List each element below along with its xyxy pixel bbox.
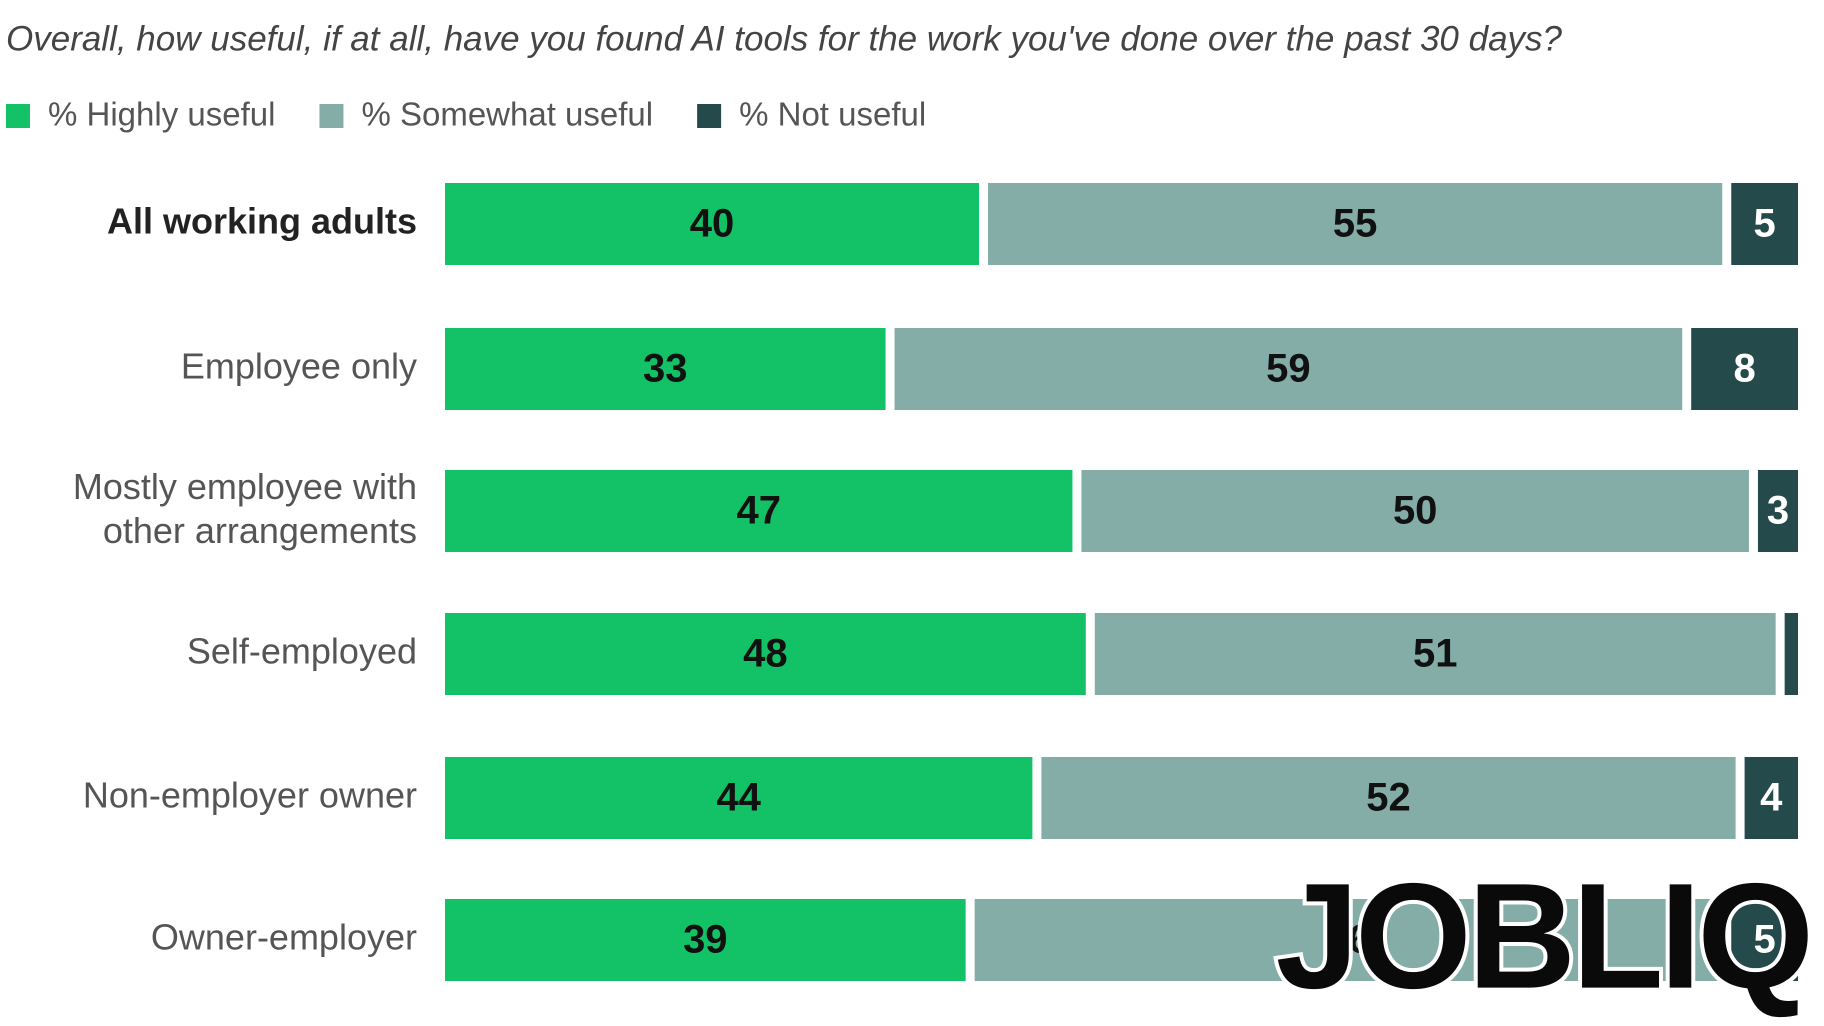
value-label: 33	[643, 347, 688, 391]
category-label: Self-employed	[187, 631, 417, 672]
value-label: 47	[736, 489, 781, 533]
chart-title: Overall, how useful, if at all, have you…	[6, 19, 1563, 58]
value-label: 44	[716, 776, 761, 820]
bar-segment	[1041, 757, 1736, 839]
bar-segment	[1731, 183, 1798, 265]
bar-segment	[445, 899, 966, 981]
category-label: All working adults	[107, 201, 417, 242]
value-label: 8	[1733, 347, 1755, 391]
bar-segment	[1757, 470, 1798, 552]
value-label: 55	[1333, 202, 1378, 246]
value-label: 51	[1413, 632, 1458, 676]
category-label-line: Mostly employee with	[73, 466, 417, 507]
legend-label: % Not useful	[739, 96, 926, 133]
bar-segment	[445, 183, 979, 265]
bar-segment	[1081, 470, 1749, 552]
value-label: 52	[1366, 776, 1411, 820]
value-label: 50	[1393, 489, 1438, 533]
category-label: Employee only	[181, 346, 417, 387]
legend-label: % Somewhat useful	[361, 96, 653, 133]
category-label-line: other arrangements	[103, 510, 417, 551]
bar-segment	[1094, 613, 1776, 695]
legend-swatch	[6, 104, 30, 128]
bar-segment	[974, 899, 1723, 981]
legend-swatch	[319, 104, 344, 128]
bar-segment	[445, 613, 1086, 695]
bar-segment	[1744, 757, 1798, 839]
legend-label: % Highly useful	[48, 96, 275, 133]
value-label: 40	[690, 202, 735, 246]
value-label: 48	[743, 632, 788, 676]
value-label: 5	[1754, 202, 1776, 246]
value-label: 59	[1266, 347, 1311, 391]
bar-segment	[1784, 613, 1798, 695]
bar-segment	[445, 757, 1033, 839]
bar-segment	[894, 328, 1683, 410]
value-label: 5	[1754, 918, 1776, 962]
value-label: 56	[1326, 918, 1371, 962]
category-label: Mostly employee with other arrangements	[73, 466, 417, 551]
bar-segment	[988, 183, 1723, 265]
bar-segment	[1691, 328, 1798, 410]
value-label: 39	[683, 918, 728, 962]
bar-segment	[445, 328, 886, 410]
value-label: 3	[1767, 489, 1789, 533]
bar-segment	[445, 470, 1073, 552]
category-label: Owner-employer	[151, 917, 417, 958]
watermark: JOBLIQ	[1276, 852, 1810, 1020]
value-label: 4	[1760, 776, 1783, 820]
bar-segment	[1731, 899, 1798, 981]
legend-swatch	[697, 104, 722, 128]
category-label: Non-employer owner	[83, 775, 417, 816]
